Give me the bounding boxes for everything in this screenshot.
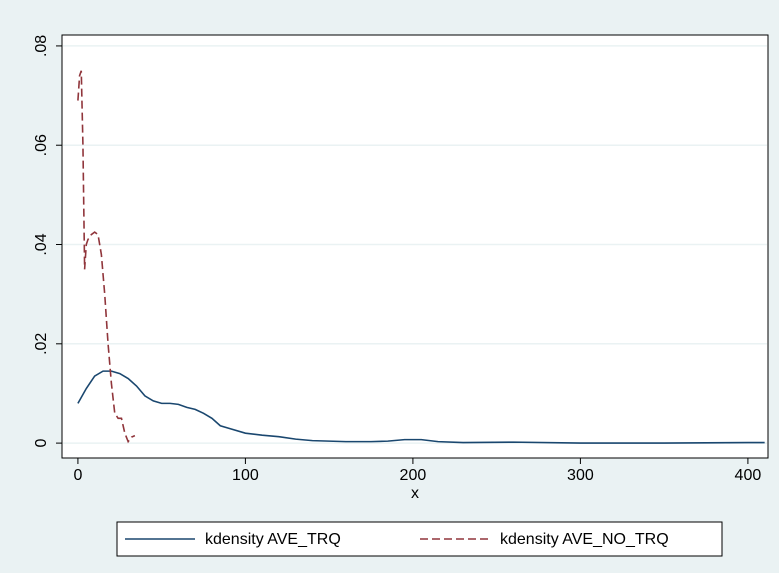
x-tick-label: 0	[73, 467, 82, 484]
x-tick-label: 300	[567, 467, 594, 484]
x-tick-label: 400	[735, 467, 762, 484]
y-tick-label: .04	[33, 233, 50, 255]
y-tick-label: 0	[33, 439, 50, 448]
x-axis-label: x	[411, 485, 419, 502]
y-tick-label: .08	[33, 35, 50, 57]
legend-label: kdensity AVE_TRQ	[205, 531, 341, 548]
legend	[116, 521, 723, 557]
data-line	[77, 70, 136, 444]
plot-area	[61, 34, 769, 459]
y-tick-label: .02	[33, 333, 50, 355]
y-tick-label: .06	[33, 134, 50, 156]
x-tick-label: 200	[400, 467, 427, 484]
legend-label: kdensity AVE_NO_TRQ	[500, 531, 669, 548]
data-line	[77, 370, 765, 444]
x-tick-label: 100	[232, 467, 259, 484]
